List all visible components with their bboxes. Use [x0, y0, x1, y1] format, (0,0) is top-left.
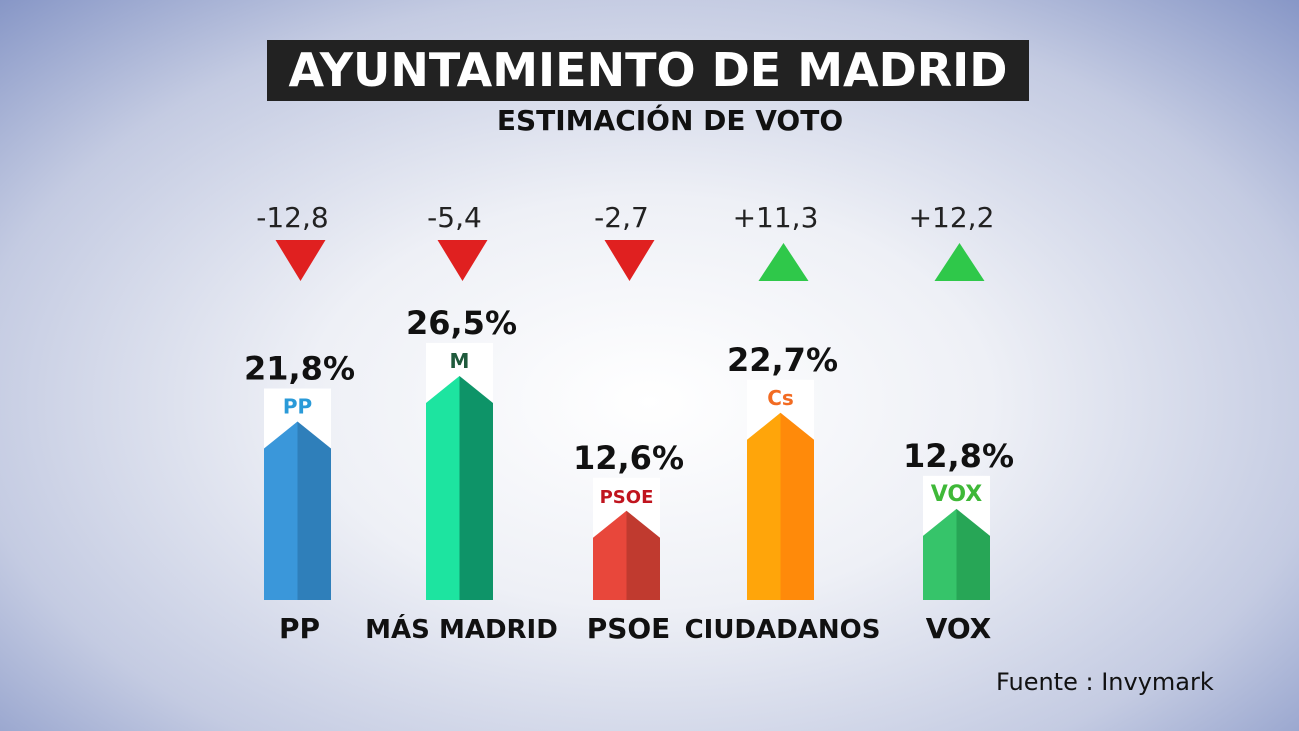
value-label: 12,6% — [573, 439, 684, 477]
bar-right-face — [956, 508, 990, 600]
bar-left-face — [264, 421, 298, 600]
change-label: +11,3 — [733, 201, 819, 234]
triangle-down-icon — [275, 240, 326, 281]
change-label: -5,4 — [427, 201, 482, 234]
bar-left-face — [426, 375, 460, 600]
party-logo: PP — [283, 395, 312, 419]
bar-left-face — [923, 508, 957, 600]
value-label: 12,8% — [903, 437, 1014, 475]
triangle-up-icon — [758, 243, 809, 281]
bar-right-face — [626, 510, 660, 600]
chart-title: AYUNTAMIENTO DE MADRID — [267, 40, 1029, 101]
triangle-up-icon — [934, 243, 985, 281]
change-label: -2,7 — [594, 201, 649, 234]
triangle-down-icon — [437, 240, 488, 281]
category-label: PSOE — [587, 612, 671, 645]
triangle-down-icon — [604, 240, 655, 281]
change-label: +12,2 — [909, 201, 995, 234]
value-label: 22,7% — [727, 341, 838, 379]
bar-left-face — [593, 510, 627, 600]
bar-right-face — [459, 375, 493, 600]
party-logo: M — [450, 349, 470, 373]
change-label: -12,8 — [256, 201, 328, 234]
value-label: 26,5% — [406, 304, 517, 342]
category-label: CIUDADANOS — [685, 615, 881, 645]
category-label: VOX — [926, 612, 992, 645]
value-label: 21,8% — [244, 350, 355, 388]
category-label: MÁS MADRID — [365, 613, 558, 645]
chart-subtitle: ESTIMACIÓN DE VOTO — [496, 104, 844, 137]
bar-right-face — [780, 412, 814, 600]
bar-left-face — [747, 412, 781, 600]
source-note: Fuente : Invymark — [996, 668, 1214, 696]
category-label: PP — [279, 612, 320, 645]
party-logo: VOX — [931, 482, 983, 507]
bar-right-face — [297, 421, 331, 600]
party-logo: PSOE — [600, 487, 654, 508]
party-logo: Cs — [767, 386, 794, 410]
